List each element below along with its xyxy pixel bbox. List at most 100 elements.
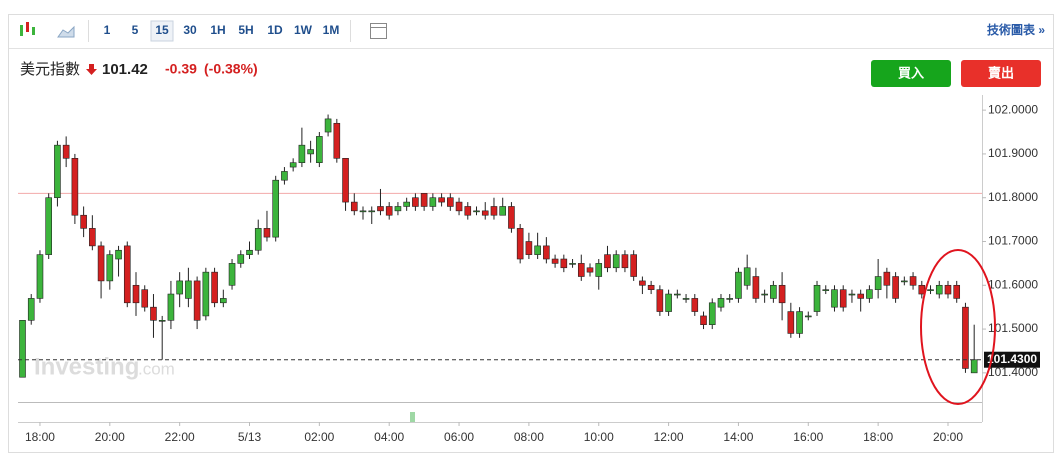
candle-body	[804, 315, 812, 318]
candle-body	[778, 284, 786, 304]
candle-body	[455, 201, 463, 212]
candle-body	[647, 284, 655, 290]
interval-button[interactable]: 1	[104, 23, 111, 37]
candle-body	[193, 280, 201, 321]
candle-body	[263, 228, 271, 238]
icon-part	[370, 23, 387, 39]
instrument-name: 美元指數	[20, 61, 80, 78]
watermark: .com	[138, 359, 175, 378]
y-tick-label: 101.8000	[988, 190, 1038, 204]
candle-icon[interactable]	[20, 22, 35, 36]
annotation-circle	[920, 249, 996, 405]
x-tick-label: 18:00	[863, 430, 893, 444]
interval-button[interactable]: 15	[155, 23, 169, 37]
candle-body	[359, 210, 367, 213]
interval-button[interactable]: 30	[183, 23, 197, 37]
candle-body	[534, 245, 541, 255]
candle-body	[368, 210, 376, 213]
candle-body	[848, 293, 856, 296]
candle-body	[708, 302, 716, 325]
candle-body	[45, 197, 52, 255]
candle-body	[813, 284, 821, 312]
y-tick-label: 102.0000	[988, 102, 1038, 116]
x-tick-label: 10:00	[584, 430, 614, 444]
candle-body	[420, 193, 428, 207]
candle-body	[132, 284, 140, 304]
candle-body	[481, 210, 489, 216]
candle-body	[350, 201, 358, 212]
candle-body	[19, 320, 26, 378]
candle-body	[377, 206, 384, 212]
icon-part	[20, 25, 23, 36]
candle-body	[289, 162, 297, 168]
interval-button[interactable]: 1W	[294, 23, 313, 37]
candle-body	[62, 144, 70, 159]
candle-body	[639, 280, 646, 286]
candle-body	[525, 241, 533, 255]
candle-body	[211, 271, 218, 304]
candle-body	[822, 289, 830, 291]
candle-body	[429, 197, 437, 207]
candle-body	[935, 284, 943, 295]
change: -0.39	[165, 61, 197, 77]
candle-body	[796, 311, 803, 334]
area-icon[interactable]	[57, 25, 75, 38]
candle-body	[54, 144, 61, 199]
interval-button[interactable]: 1H	[210, 23, 225, 37]
icon-part	[32, 27, 35, 35]
candle-body	[656, 289, 664, 312]
y-tick-label: 101.7000	[988, 234, 1038, 248]
down-arrow	[86, 64, 97, 75]
interval-button[interactable]: 1M	[323, 23, 340, 37]
last-price-box	[984, 351, 1040, 368]
candle-body	[787, 311, 795, 334]
candle-body	[106, 254, 114, 282]
volume-bar	[410, 412, 415, 422]
candle-body	[944, 284, 952, 295]
candle-body	[228, 263, 236, 286]
candle-body	[691, 298, 699, 312]
buy-label[interactable]: 買入	[898, 65, 924, 80]
price: 101.42	[102, 61, 148, 78]
y-tick-label: 101.9000	[988, 146, 1038, 160]
x-tick-label: 20:00	[95, 430, 125, 444]
layout-icon[interactable]	[370, 23, 387, 39]
candle-body	[874, 276, 882, 290]
x-tick-label: 02:00	[304, 430, 334, 444]
candle-body	[717, 298, 725, 308]
candle-body	[665, 293, 672, 312]
candle-body	[674, 293, 681, 296]
candle-body	[962, 306, 969, 369]
candle-body	[927, 289, 934, 291]
sell-button[interactable]	[961, 60, 1041, 87]
candle-body	[123, 245, 131, 304]
candle-body	[333, 122, 341, 159]
change-pct: (-0.38%)	[204, 61, 258, 77]
candle-body	[543, 245, 550, 260]
candle-body	[80, 214, 87, 229]
candle-body	[394, 206, 402, 212]
candle-body	[839, 289, 847, 308]
candle-body	[115, 249, 122, 260]
candle-body	[604, 254, 611, 269]
interval-button[interactable]: 1D	[267, 23, 283, 37]
x-tick-label: 18:00	[25, 430, 55, 444]
icon-part	[26, 22, 29, 32]
candle-body	[220, 298, 227, 304]
tech-chart-link[interactable]: 技術圖表 »	[987, 22, 1045, 37]
candle-body	[770, 284, 777, 299]
candle-body	[831, 289, 838, 308]
candle-body	[385, 206, 393, 216]
candle-body	[150, 306, 157, 321]
candle-body	[97, 245, 105, 282]
sell-label[interactable]: 賣出	[988, 65, 1014, 80]
candle-body	[412, 197, 419, 207]
buy-button[interactable]	[871, 60, 951, 87]
candle-body	[27, 298, 35, 321]
candle-body	[298, 144, 306, 163]
candle-body	[89, 228, 96, 247]
candle-body	[752, 276, 760, 299]
interval-button[interactable]: 5	[132, 23, 139, 37]
interval-button[interactable]: 5H	[238, 23, 253, 37]
candle-body	[464, 206, 472, 216]
